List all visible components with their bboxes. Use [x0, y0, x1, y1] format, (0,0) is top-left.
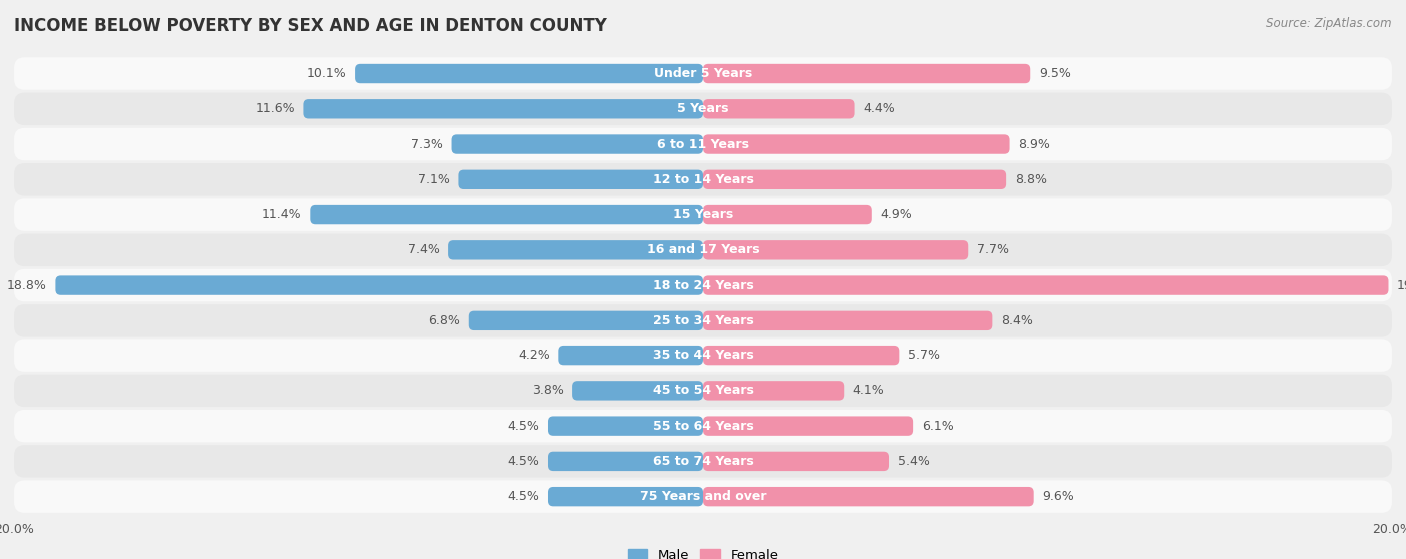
Text: 4.5%: 4.5%: [508, 455, 540, 468]
Text: 10.1%: 10.1%: [307, 67, 346, 80]
FancyBboxPatch shape: [14, 198, 1392, 231]
Text: 7.7%: 7.7%: [977, 243, 1010, 257]
Text: 12 to 14 Years: 12 to 14 Years: [652, 173, 754, 186]
Text: 8.4%: 8.4%: [1001, 314, 1033, 327]
FancyBboxPatch shape: [14, 445, 1392, 477]
FancyBboxPatch shape: [14, 128, 1392, 160]
FancyBboxPatch shape: [14, 58, 1392, 90]
FancyBboxPatch shape: [304, 99, 703, 119]
FancyBboxPatch shape: [703, 240, 969, 259]
FancyBboxPatch shape: [558, 346, 703, 366]
FancyBboxPatch shape: [356, 64, 703, 83]
FancyBboxPatch shape: [703, 134, 1010, 154]
Text: 4.2%: 4.2%: [517, 349, 550, 362]
FancyBboxPatch shape: [703, 99, 855, 119]
FancyBboxPatch shape: [14, 93, 1392, 125]
FancyBboxPatch shape: [14, 269, 1392, 301]
Text: 5 Years: 5 Years: [678, 102, 728, 115]
Text: INCOME BELOW POVERTY BY SEX AND AGE IN DENTON COUNTY: INCOME BELOW POVERTY BY SEX AND AGE IN D…: [14, 17, 607, 35]
Text: 19.9%: 19.9%: [1398, 278, 1406, 292]
Text: 8.8%: 8.8%: [1015, 173, 1046, 186]
FancyBboxPatch shape: [14, 163, 1392, 196]
Text: 9.5%: 9.5%: [1039, 67, 1071, 80]
Text: 75 Years and over: 75 Years and over: [640, 490, 766, 503]
Text: Source: ZipAtlas.com: Source: ZipAtlas.com: [1267, 17, 1392, 30]
FancyBboxPatch shape: [703, 346, 900, 366]
Text: 3.8%: 3.8%: [531, 385, 564, 397]
Text: 11.4%: 11.4%: [262, 208, 302, 221]
Text: 5.4%: 5.4%: [897, 455, 929, 468]
Text: 18.8%: 18.8%: [7, 278, 46, 292]
FancyBboxPatch shape: [468, 311, 703, 330]
Text: 55 to 64 Years: 55 to 64 Years: [652, 420, 754, 433]
Text: 7.3%: 7.3%: [411, 138, 443, 150]
FancyBboxPatch shape: [14, 234, 1392, 266]
FancyBboxPatch shape: [703, 381, 844, 401]
Text: 25 to 34 Years: 25 to 34 Years: [652, 314, 754, 327]
Legend: Male, Female: Male, Female: [623, 543, 783, 559]
FancyBboxPatch shape: [14, 339, 1392, 372]
FancyBboxPatch shape: [14, 375, 1392, 407]
FancyBboxPatch shape: [703, 452, 889, 471]
FancyBboxPatch shape: [55, 276, 703, 295]
FancyBboxPatch shape: [703, 416, 912, 436]
Text: 35 to 44 Years: 35 to 44 Years: [652, 349, 754, 362]
FancyBboxPatch shape: [548, 452, 703, 471]
Text: 7.1%: 7.1%: [418, 173, 450, 186]
FancyBboxPatch shape: [451, 134, 703, 154]
FancyBboxPatch shape: [703, 205, 872, 224]
FancyBboxPatch shape: [14, 410, 1392, 442]
Text: 4.4%: 4.4%: [863, 102, 896, 115]
Text: 6.8%: 6.8%: [429, 314, 460, 327]
Text: 18 to 24 Years: 18 to 24 Years: [652, 278, 754, 292]
Text: 16 and 17 Years: 16 and 17 Years: [647, 243, 759, 257]
Text: 5.7%: 5.7%: [908, 349, 941, 362]
Text: 4.9%: 4.9%: [880, 208, 912, 221]
FancyBboxPatch shape: [458, 169, 703, 189]
FancyBboxPatch shape: [449, 240, 703, 259]
FancyBboxPatch shape: [703, 276, 1389, 295]
FancyBboxPatch shape: [548, 487, 703, 506]
FancyBboxPatch shape: [703, 169, 1007, 189]
Text: 9.6%: 9.6%: [1042, 490, 1074, 503]
FancyBboxPatch shape: [14, 304, 1392, 337]
FancyBboxPatch shape: [14, 480, 1392, 513]
Text: 45 to 54 Years: 45 to 54 Years: [652, 385, 754, 397]
FancyBboxPatch shape: [572, 381, 703, 401]
Text: 7.4%: 7.4%: [408, 243, 440, 257]
FancyBboxPatch shape: [548, 416, 703, 436]
FancyBboxPatch shape: [703, 487, 1033, 506]
Text: 8.9%: 8.9%: [1018, 138, 1050, 150]
Text: 4.1%: 4.1%: [853, 385, 884, 397]
Text: 6 to 11 Years: 6 to 11 Years: [657, 138, 749, 150]
Text: 4.5%: 4.5%: [508, 420, 540, 433]
Text: Under 5 Years: Under 5 Years: [654, 67, 752, 80]
FancyBboxPatch shape: [703, 311, 993, 330]
Text: 15 Years: 15 Years: [673, 208, 733, 221]
Text: 65 to 74 Years: 65 to 74 Years: [652, 455, 754, 468]
Text: 11.6%: 11.6%: [254, 102, 295, 115]
Text: 4.5%: 4.5%: [508, 490, 540, 503]
FancyBboxPatch shape: [311, 205, 703, 224]
Text: 6.1%: 6.1%: [922, 420, 953, 433]
FancyBboxPatch shape: [703, 64, 1031, 83]
